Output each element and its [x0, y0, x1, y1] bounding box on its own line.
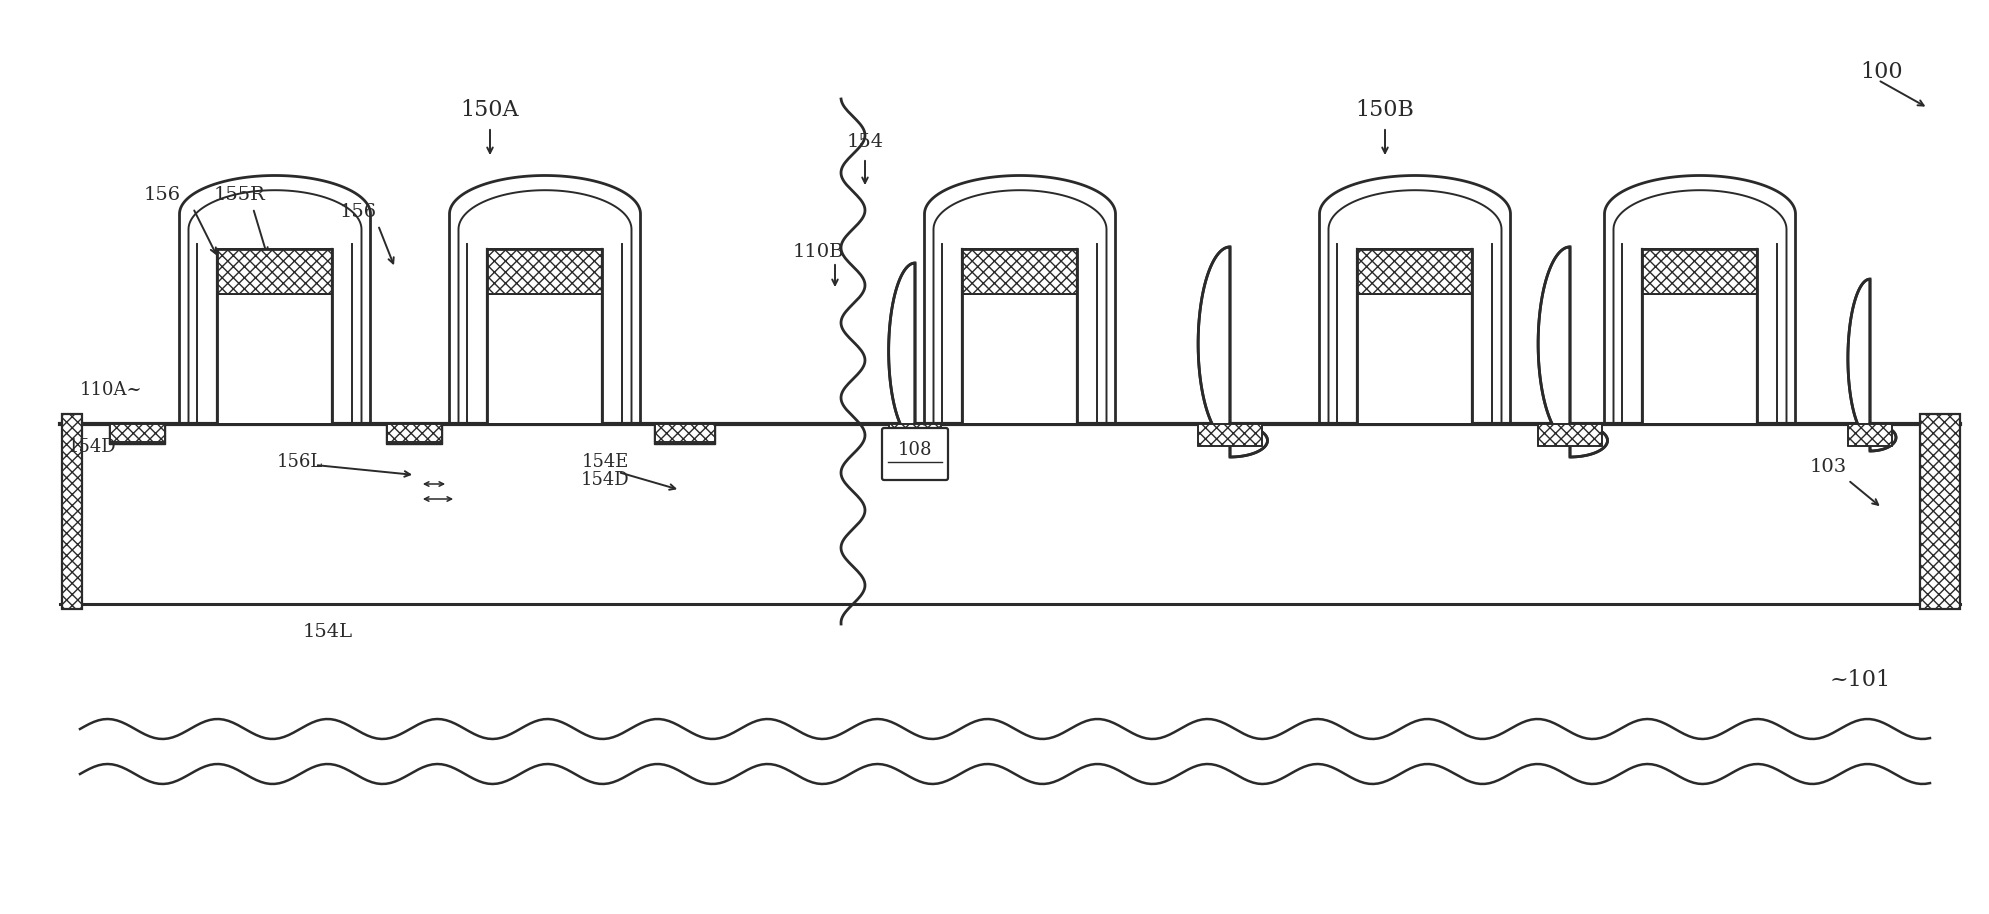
FancyBboxPatch shape [881, 428, 949, 480]
Bar [1197, 424, 1261, 446]
Bar [1537, 424, 1601, 446]
Polygon shape [654, 424, 714, 444]
Polygon shape [111, 424, 165, 444]
Text: 154D: 154D [581, 471, 629, 489]
Polygon shape [889, 263, 947, 454]
Polygon shape [1848, 279, 1896, 451]
Bar [487, 294, 603, 424]
Text: 100: 100 [1860, 61, 1903, 83]
Text: 156L: 156L [276, 453, 322, 471]
Bar [1358, 249, 1472, 424]
Bar [963, 249, 1078, 294]
Bar [487, 249, 603, 294]
Bar [1848, 424, 1892, 446]
Text: 110B: 110B [792, 243, 843, 261]
Text: 103: 103 [1810, 458, 1846, 476]
Bar [217, 249, 332, 294]
Bar [111, 424, 165, 442]
Text: 155R: 155R [215, 186, 267, 204]
Bar [1919, 414, 1959, 609]
Text: ~101: ~101 [1830, 669, 1892, 691]
Bar [654, 424, 714, 442]
Text: 154L: 154L [302, 623, 354, 641]
Bar [62, 414, 82, 609]
Text: 154E: 154E [581, 453, 629, 471]
Bar [217, 249, 332, 424]
Polygon shape [388, 424, 442, 444]
Text: 108: 108 [897, 441, 933, 459]
Bar [487, 249, 603, 424]
Text: 156: 156 [340, 203, 376, 221]
Bar [217, 294, 332, 424]
Polygon shape [1537, 247, 1607, 457]
Text: 150A: 150A [461, 99, 519, 121]
Bar [1643, 249, 1758, 424]
Text: 110A~: 110A~ [80, 381, 143, 399]
Text: 154D: 154D [68, 438, 117, 456]
Bar [1358, 249, 1472, 294]
Text: 154: 154 [847, 133, 883, 151]
Bar [1643, 294, 1758, 424]
Text: 150B: 150B [1356, 99, 1414, 121]
Bar [1643, 249, 1758, 294]
Bar [1358, 294, 1472, 424]
Polygon shape [1197, 247, 1267, 457]
Bar [963, 294, 1078, 424]
Text: 156: 156 [143, 186, 181, 204]
Bar [388, 424, 442, 442]
Bar [963, 249, 1078, 424]
Bar [889, 424, 941, 446]
